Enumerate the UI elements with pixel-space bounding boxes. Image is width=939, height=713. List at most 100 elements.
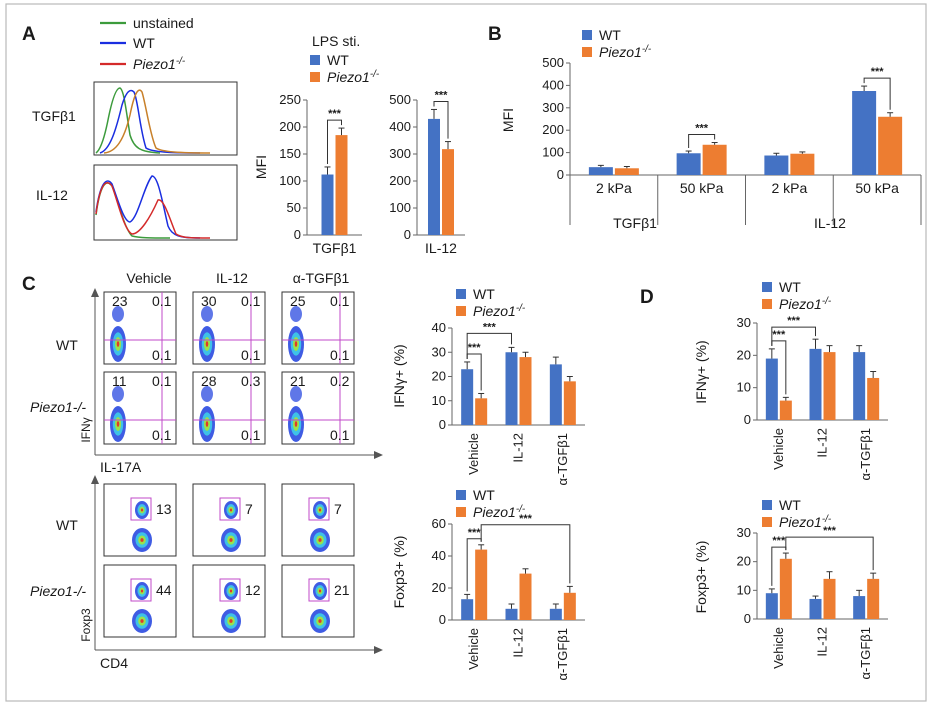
y-tick-label: 0 bbox=[439, 417, 446, 432]
foxp3-percentage: 7 bbox=[245, 501, 253, 517]
significance-bracket bbox=[771, 326, 816, 346]
flow-col-vehicle: Vehicle bbox=[126, 270, 171, 286]
hist-il12-ko bbox=[95, 182, 211, 239]
significance-label: *** bbox=[787, 315, 801, 327]
bar-wt bbox=[853, 352, 866, 420]
quadrant-lower-right: 0.1 bbox=[241, 347, 261, 363]
panel-b-group-tgfb1: TGFβ1 bbox=[613, 215, 657, 231]
density-core bbox=[116, 341, 120, 347]
y-axis-label: Foxp3+ (%) bbox=[391, 536, 407, 609]
bar-wt bbox=[505, 608, 518, 620]
chart-D1: 0 10 20 30 Vehicle IL-12 α-TGFβ1 IFNγ+ (%) *****… bbox=[693, 315, 888, 481]
legend-swatch-ko bbox=[762, 517, 772, 527]
foxp3-row-ko: Piezo1-/- bbox=[30, 583, 86, 599]
y-tick-label: 0 bbox=[744, 412, 751, 427]
bar-wt bbox=[853, 596, 866, 619]
panel-a-bar-legend: LPS sti. WT Piezo1-/- bbox=[310, 33, 380, 85]
legend-swatch-wt bbox=[762, 500, 772, 510]
significance-bracket bbox=[480, 524, 571, 584]
y-tick-label: 10 bbox=[737, 380, 751, 395]
legend-ko-b: Piezo1-/- bbox=[599, 44, 652, 60]
density-core bbox=[318, 538, 322, 542]
y-tick-label: 30 bbox=[737, 525, 751, 540]
y-tick-label: 0 bbox=[294, 227, 301, 242]
bar-wt bbox=[765, 358, 778, 420]
legend-wt: WT bbox=[779, 279, 801, 295]
bar-wt bbox=[765, 593, 778, 619]
hist-il12-wt bbox=[95, 175, 201, 239]
density-core bbox=[318, 589, 322, 593]
y-tick-label: 250 bbox=[279, 92, 301, 107]
bar-ko bbox=[335, 135, 348, 235]
significance-bracket bbox=[863, 77, 891, 110]
y-tick-label: 0 bbox=[744, 611, 751, 626]
bar-charts: 050100150200250TGFβ1MFI***01002003004005… bbox=[253, 55, 922, 681]
y-tick-label: 50 bbox=[287, 200, 301, 215]
chart-A2: 0 100 200 300 400 500 IL-12 *** bbox=[389, 89, 465, 256]
quadrant-lower-right: 0.1 bbox=[152, 347, 172, 363]
bar-ko bbox=[867, 578, 880, 619]
bar-ko bbox=[702, 144, 727, 175]
flow-row-ko: Piezo1-/- bbox=[30, 399, 86, 415]
foxp3-axis-label: Foxp3 bbox=[79, 608, 93, 642]
bar-wt bbox=[549, 608, 562, 620]
flow-col-il12: IL-12 bbox=[216, 270, 248, 286]
significance-bracket bbox=[785, 536, 874, 571]
cell-population-upper bbox=[201, 306, 213, 322]
quadrant-lower-right: 0.1 bbox=[330, 427, 350, 443]
cell-population-upper bbox=[112, 386, 124, 402]
foxp3-percentage: 21 bbox=[334, 582, 350, 598]
bar-ko bbox=[779, 400, 792, 420]
y-tick-label: 20 bbox=[432, 369, 446, 384]
density-core bbox=[140, 589, 144, 593]
bar-ko bbox=[790, 153, 815, 175]
cell-population-main bbox=[110, 406, 126, 442]
x-tick-label: IL-12 bbox=[511, 628, 526, 658]
flow-col-atgfb1: α-TGFβ1 bbox=[293, 270, 350, 286]
bar-ko bbox=[563, 381, 576, 425]
bar-ko bbox=[614, 168, 639, 175]
quadrant-lower-right: 0.1 bbox=[330, 347, 350, 363]
bar-ko bbox=[823, 352, 836, 420]
ifn-il17-plot: 30 0.1 0.1 bbox=[192, 291, 266, 365]
y-tick-label: 0 bbox=[557, 167, 564, 182]
x-tick-label: α-TGFβ1 bbox=[555, 628, 570, 681]
legend-swatch-ko bbox=[456, 507, 466, 517]
significance-label: *** bbox=[695, 123, 709, 135]
legend-ko: Piezo1-/- bbox=[779, 296, 832, 312]
chart-C2: 0 20 40 60 Vehicle IL-12 α-TGFβ1 Foxp3+ (%) *** *… bbox=[391, 513, 585, 681]
cell-population-main bbox=[110, 326, 126, 362]
legend-wt: WT bbox=[473, 487, 495, 503]
bar-wt bbox=[588, 167, 613, 175]
y-tick-label: 10 bbox=[432, 393, 446, 408]
cell-population-foxp3 bbox=[224, 501, 238, 519]
density-core bbox=[294, 341, 298, 347]
cell-population-main bbox=[310, 528, 330, 552]
legend-swatch-wt bbox=[310, 55, 320, 65]
legend-unstained: unstained bbox=[133, 15, 194, 31]
y-tick-label: 400 bbox=[542, 77, 564, 92]
y-tick-label: 60 bbox=[432, 516, 446, 531]
y-tick-label: 30 bbox=[737, 315, 751, 330]
y-tick-label: 200 bbox=[279, 119, 301, 134]
foxp3-row-wt: WT bbox=[56, 517, 78, 533]
y-tick-label: 0 bbox=[439, 612, 446, 627]
ifn-il17-plot: 11 0.1 0.1 bbox=[103, 371, 177, 445]
y-tick-label: 400 bbox=[389, 119, 411, 134]
bar-wt bbox=[428, 118, 440, 235]
y-tick-label: 10 bbox=[737, 582, 751, 597]
significance-label: *** bbox=[772, 329, 786, 341]
quadrant-upper-left: 21 bbox=[290, 373, 306, 389]
significance-label: *** bbox=[435, 89, 449, 101]
foxp3-cd4-plot: 7 bbox=[281, 483, 355, 557]
quadrant-lower-right: 0.1 bbox=[241, 427, 261, 443]
cell-population-main bbox=[221, 528, 241, 552]
density-core bbox=[294, 421, 298, 427]
quadrant-upper-right: 0.3 bbox=[241, 373, 261, 389]
y-tick-label: 0 bbox=[404, 227, 411, 242]
bar-ko bbox=[475, 549, 488, 620]
ifn-il17-plot: 21 0.2 0.1 bbox=[281, 371, 355, 445]
